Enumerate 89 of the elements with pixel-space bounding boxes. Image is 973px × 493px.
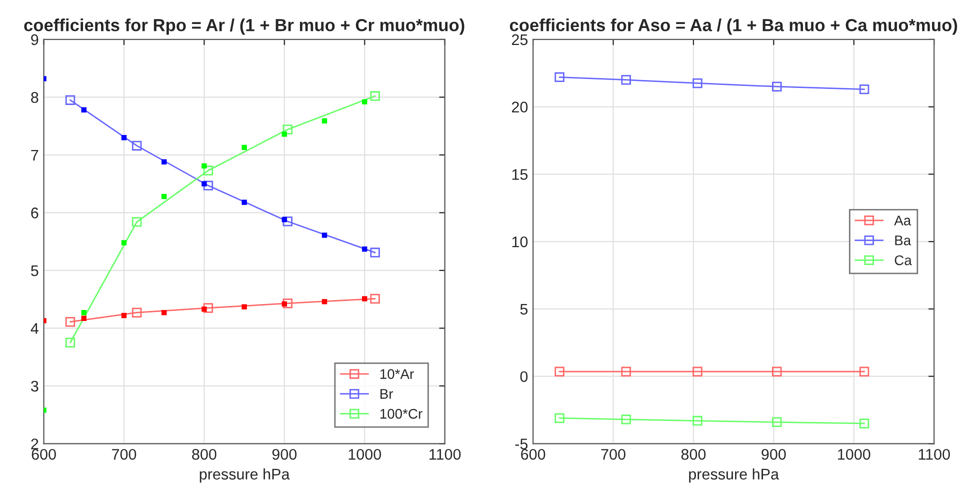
- point: [202, 181, 207, 186]
- point: [554, 413, 564, 423]
- legend-label: 100*Cr: [380, 408, 422, 419]
- point: [65, 316, 76, 327]
- point: [65, 338, 76, 348]
- x-tick-label: 600: [521, 448, 546, 460]
- point: [692, 366, 702, 376]
- point: [282, 298, 292, 308]
- point: [121, 135, 127, 140]
- point: [322, 299, 328, 304]
- point: [692, 416, 702, 426]
- point: [282, 132, 288, 137]
- x-tick-label: 900: [272, 448, 297, 460]
- point: [554, 366, 564, 376]
- point: [202, 163, 207, 169]
- legend-label: Br: [380, 389, 394, 399]
- y-tick-label: -5: [515, 438, 528, 450]
- y-tick-label: 5: [520, 304, 528, 315]
- point: [362, 296, 368, 302]
- point: [132, 140, 142, 151]
- point: [161, 159, 167, 164]
- point: [202, 306, 207, 312]
- chart-title: coefficients for Rpo = Ar / (1 + Br muo + Cr muo*muo): [24, 18, 464, 35]
- legend-label: Ba: [895, 236, 912, 246]
- point: [203, 303, 214, 313]
- point: [621, 414, 631, 424]
- point: [65, 95, 76, 105]
- y-tick-label: 8: [31, 92, 38, 103]
- x-axis-title: pressure hPa: [200, 468, 290, 483]
- point: [81, 107, 86, 112]
- x-tick-label: 700: [601, 448, 626, 460]
- y-tick-label: 25: [512, 34, 528, 46]
- x-tick-label: 1000: [348, 448, 382, 460]
- point: [132, 217, 142, 227]
- x-tick-label: 1100: [918, 448, 950, 460]
- y-tick-label: 5: [31, 265, 38, 276]
- point: [282, 124, 292, 134]
- point: [161, 310, 167, 316]
- point: [370, 294, 380, 304]
- x-tick-label: 1100: [430, 448, 461, 460]
- point: [203, 166, 214, 176]
- point: [554, 72, 564, 82]
- point: [161, 194, 167, 200]
- y-tick-label: 0: [520, 371, 528, 382]
- point: [370, 91, 380, 101]
- y-tick-label: 6: [31, 208, 38, 218]
- point: [322, 232, 328, 238]
- x-tick-label: 800: [192, 448, 216, 460]
- y-tick-label: 3: [31, 380, 38, 392]
- point: [322, 118, 328, 124]
- y-tick-label: 4: [30, 323, 38, 334]
- legend-label: 10*Ar: [380, 369, 414, 379]
- y-tick-label: 20: [512, 102, 528, 113]
- point: [242, 304, 247, 310]
- y-tick-label: 9: [31, 34, 38, 46]
- chart-title: coefficients for Aso = Aa / (1 + Ba muo + Ca muo*muo): [510, 18, 958, 35]
- y-tick-label: 7: [31, 150, 38, 160]
- y-tick-label: 2: [31, 438, 38, 450]
- x-tick-label: 600: [32, 448, 56, 460]
- point: [121, 312, 127, 318]
- point: [859, 418, 870, 428]
- point: [772, 417, 782, 427]
- point: [859, 84, 870, 94]
- y-tick-label: 15: [512, 169, 528, 180]
- point: [242, 144, 247, 150]
- x-axis-title: pressure hPa: [689, 468, 779, 483]
- legend-label: Ca: [894, 255, 912, 266]
- point: [621, 366, 631, 376]
- point: [370, 248, 380, 258]
- y-tick-label: 10: [512, 236, 528, 248]
- point: [242, 200, 247, 205]
- point: [81, 310, 86, 316]
- point: [132, 308, 142, 318]
- point: [282, 216, 292, 226]
- point: [692, 78, 702, 88]
- point: [772, 366, 782, 376]
- legend-label: Aa: [894, 216, 912, 226]
- point: [362, 99, 368, 104]
- x-tick-label: 900: [762, 448, 786, 460]
- point: [362, 246, 368, 252]
- point: [203, 180, 214, 190]
- point: [81, 316, 86, 321]
- point: [772, 82, 782, 92]
- point: [621, 75, 631, 85]
- x-tick-label: 1000: [838, 448, 870, 460]
- x-tick-label: 700: [112, 448, 136, 460]
- point: [121, 240, 127, 246]
- x-tick-label: 800: [681, 448, 706, 460]
- point: [859, 366, 870, 376]
